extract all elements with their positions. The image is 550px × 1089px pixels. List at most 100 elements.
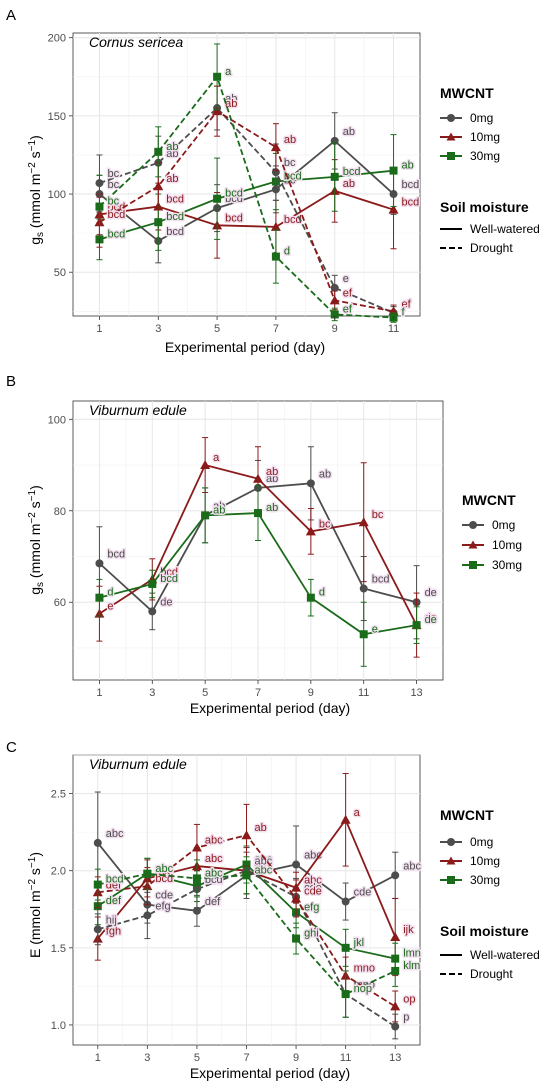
- series-line: [99, 106, 394, 314]
- y-tick-label: 50: [54, 267, 66, 279]
- significance-label: op: [403, 993, 415, 1005]
- significance-label: bcd: [166, 194, 184, 206]
- y-tick-label: 150: [48, 111, 66, 123]
- data-point: [95, 202, 104, 211]
- y-tick-label: 1.5: [51, 943, 66, 955]
- data-point: [412, 621, 421, 630]
- x-tick-label: 3: [149, 687, 155, 699]
- significance-label: abc: [304, 875, 322, 887]
- data-point: [306, 593, 315, 602]
- x-tick-label: 11: [358, 687, 369, 699]
- data-point: [93, 925, 102, 934]
- significance-label: bcd: [166, 226, 184, 238]
- significance-label: ab: [266, 473, 278, 485]
- data-point: [201, 511, 210, 520]
- data-point: [143, 869, 152, 878]
- legend-label-0mg-a: 0mg: [470, 111, 493, 125]
- legend-label-drought-a: Drought: [470, 241, 513, 255]
- legend-label-10mg-c: 10mg: [470, 854, 500, 868]
- data-point: [292, 934, 301, 943]
- data-point: [291, 893, 302, 903]
- significance-label: bcd: [372, 574, 390, 586]
- significance-label: ab: [166, 173, 178, 185]
- data-point: [253, 473, 263, 483]
- data-point: [359, 584, 368, 593]
- significance-label: abc: [205, 835, 223, 847]
- x-axis-title-c: Experimental period (day): [190, 1065, 350, 1081]
- y-tick-label: 2.5: [51, 789, 66, 801]
- data-point: [95, 593, 104, 602]
- data-point: [330, 172, 339, 181]
- significance-label: ab: [284, 134, 296, 146]
- legend-b: MWCNT 0mg 10mg 30mg: [462, 492, 522, 572]
- significance-label: ef: [402, 298, 412, 310]
- data-point: [271, 252, 280, 261]
- data-point: [154, 147, 163, 156]
- legend-key-10mg-c: [440, 856, 462, 865]
- significance-label: ab: [402, 160, 414, 172]
- significance-label: ab: [266, 466, 278, 478]
- significance-label: bc: [107, 168, 119, 180]
- y-tick-label: 200: [48, 33, 66, 45]
- significance-label: bcd: [343, 166, 361, 178]
- data-point: [241, 830, 252, 840]
- legend-key-30mg-b: [462, 561, 484, 569]
- x-tick-label: 9: [293, 1052, 299, 1064]
- significance-label: f: [402, 307, 406, 319]
- series-line: [98, 74, 394, 319]
- data-point: [341, 943, 350, 952]
- svg-text:gs (mmol m−2 s−1): gs (mmol m−2 s−1): [27, 135, 46, 245]
- data-point: [391, 966, 400, 975]
- y-tick-label: 60: [54, 597, 66, 609]
- ticks-c: 1.01.52.02.51 3 5 7 9 11 13: [51, 789, 402, 1064]
- plot-title-a: Cornus sericea: [89, 34, 183, 50]
- significance-label: cde: [155, 890, 173, 902]
- significance-label: cde: [304, 885, 322, 897]
- significance-label: jkl: [353, 937, 364, 949]
- legend-label-10mg-b: 10mg: [492, 538, 522, 552]
- legend-label-10mg-a: 10mg: [470, 130, 500, 144]
- y-tick-label: 80: [54, 506, 66, 518]
- legend-label-30mg-c: 30mg: [470, 873, 500, 887]
- x-tick-label: 11: [340, 1052, 351, 1064]
- data-point: [143, 911, 152, 920]
- data-point: [95, 559, 104, 568]
- series-line: [98, 109, 394, 313]
- data-point: [213, 72, 222, 81]
- x-tick-label: 13: [410, 687, 422, 699]
- significance-label: ef: [343, 303, 353, 315]
- significance-label: ab: [266, 502, 278, 514]
- x-tick-label: 1: [96, 687, 102, 699]
- significance-label: ab: [166, 148, 178, 160]
- significance-label: d: [284, 246, 290, 258]
- significance-label: bcd: [284, 171, 302, 183]
- data-point: [191, 842, 202, 852]
- legend-a: MWCNT 0mg 10mg 30mg Soil moisture Well-w…: [440, 85, 540, 255]
- significance-label: klm: [403, 960, 420, 972]
- x-tick-label: 9: [308, 687, 314, 699]
- data-point: [358, 517, 369, 527]
- significance-label: abc: [106, 828, 124, 840]
- significance-label: bc: [319, 518, 331, 530]
- x-tick-label: 3: [144, 1052, 150, 1064]
- significance-label: bc: [372, 509, 384, 521]
- data-point: [330, 283, 339, 292]
- significance-label: ab: [213, 500, 225, 512]
- significance-label: e: [343, 273, 349, 285]
- significance-label: d: [319, 587, 325, 599]
- data-point: [330, 310, 339, 319]
- legend-key-10mg-a: [440, 132, 462, 141]
- significance-label: abc: [255, 864, 273, 876]
- data-point: [148, 579, 157, 588]
- significance-label: abc: [255, 856, 273, 868]
- data-point: [292, 860, 301, 869]
- significance-label: bcd: [107, 548, 125, 560]
- svg-text:E (mmol m−2 s−1): E (mmol m−2 s−1): [27, 852, 43, 958]
- significance-label: abc: [205, 867, 223, 879]
- data-point: [388, 204, 399, 214]
- data-point: [254, 509, 262, 518]
